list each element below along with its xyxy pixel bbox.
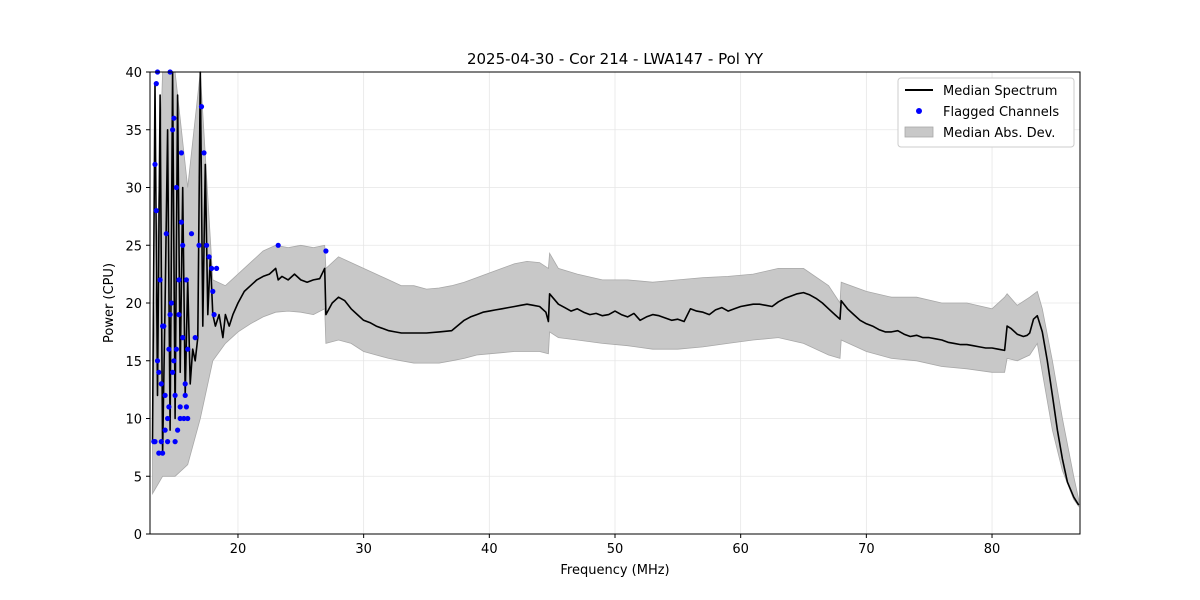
flagged-channel-point [275,242,281,248]
flagged-channel-point [177,404,183,410]
flagged-channel-point [172,439,178,445]
flagged-channel-point [183,404,189,410]
flagged-channel-point [198,104,205,110]
flagged-channel-point [201,150,207,156]
flagged-channel-point [177,415,183,422]
flagged-channel-point [211,312,217,318]
x-tick-label: 30 [355,542,372,557]
flagged-channel-point [166,346,172,352]
flagged-channel-point [158,381,164,387]
flagged-channel-point [188,231,195,237]
y-tick-label: 40 [125,66,142,81]
flagged-channel-point [173,184,179,191]
x-tick-label: 20 [230,542,247,557]
flagged-channel-point [157,277,163,283]
y-tick-label: 15 [125,355,142,370]
flagged-channel-point [176,277,182,283]
flagged-channels-points [151,69,329,456]
median-spectrum-line [151,71,1080,506]
y-tick-label: 25 [125,239,142,254]
flagged-channel-point [180,335,186,341]
flagged-channel-point [183,277,189,283]
flagged-channel-point [167,312,173,318]
x-tick-label: 70 [858,542,875,557]
flagged-channel-point [176,312,182,318]
y-tick-label: 0 [134,528,142,543]
flagged-channel-point [214,265,220,271]
flagged-channel-point [152,161,158,167]
flagged-channel-point [171,115,177,121]
x-tick-label: 50 [607,542,624,557]
y-axis: 0 5 10 15 20 25 30 35 40 [125,66,150,543]
legend-band-swatch [904,126,934,138]
y-tick-label: 5 [134,470,142,485]
flagged-channel-point [178,219,184,225]
flagged-channel-point [162,427,168,433]
flagged-channel-point [165,415,171,422]
flagged-channel-point [170,127,176,133]
flagged-channel-point [182,381,188,387]
legend-box [897,77,1075,148]
y-tick-label: 30 [125,182,142,197]
flagged-channel-point [206,254,212,260]
median-abs-dev-band [152,71,1080,508]
flagged-channel-point [185,346,191,352]
flagged-channel-point [171,358,177,364]
flagged-channel-point [192,335,198,341]
flagged-channel-point [153,208,159,214]
x-axis-label: Frequency (MHz) [560,563,669,578]
x-tick-label: 40 [481,542,498,557]
flagged-channel-point [185,415,191,422]
flagged-channel-point [153,81,159,87]
flagged-channel-point [209,265,215,271]
flagged-channel-point [160,450,166,456]
flagged-channel-point [165,439,171,445]
legend-label-median-spectrum: Median Spectrum [943,84,1057,99]
flagged-channel-point [178,150,184,156]
x-axis: 20 30 40 50 60 70 80 [230,534,1001,557]
legend-label-flagged-channels: Flagged Channels [943,105,1059,120]
y-axis-label: Power (CPU) [102,263,117,343]
flagged-channel-point [181,415,187,422]
y-tick-label: 35 [125,124,142,139]
flagged-channel-point [173,346,179,352]
plot-area [149,69,1081,535]
chart-title: 2025-04-30 - Cor 214 - LWA147 - Pol YY [467,50,764,68]
flagged-channel-point [152,439,158,445]
flagged-channel-point [168,300,174,306]
flagged-channel-point [175,427,181,433]
flagged-channel-point [210,288,216,294]
flagged-channel-point [162,392,168,398]
flagged-channel-point [156,450,162,456]
median-spectrum-path [151,71,1080,506]
flagged-channel-point [180,242,186,248]
x-tick-label: 80 [984,542,1001,557]
flagged-channel-point [204,242,210,248]
flagged-channel-point [166,404,172,410]
flagged-channel-point [323,248,329,254]
flagged-channel-point [170,369,176,375]
x-tick-label: 60 [732,542,749,557]
y-tick-label: 10 [125,413,142,428]
flagged-channel-point [158,439,164,445]
y-tick-label: 20 [125,297,142,312]
legend-label-median-abs-dev: Median Abs. Dev. [943,126,1055,141]
flagged-channel-point [154,358,161,364]
mad-band-area [152,71,1080,508]
legend-point-swatch [916,108,922,114]
legend: Median Spectrum Flagged Channels Median … [897,77,1075,148]
flagged-channel-point [156,369,162,375]
flagged-channel-point [182,392,188,398]
flagged-channel-point [163,231,169,237]
flagged-channel-point [160,323,166,329]
flagged-channel-point [172,392,178,398]
flagged-channel-point [196,242,202,248]
